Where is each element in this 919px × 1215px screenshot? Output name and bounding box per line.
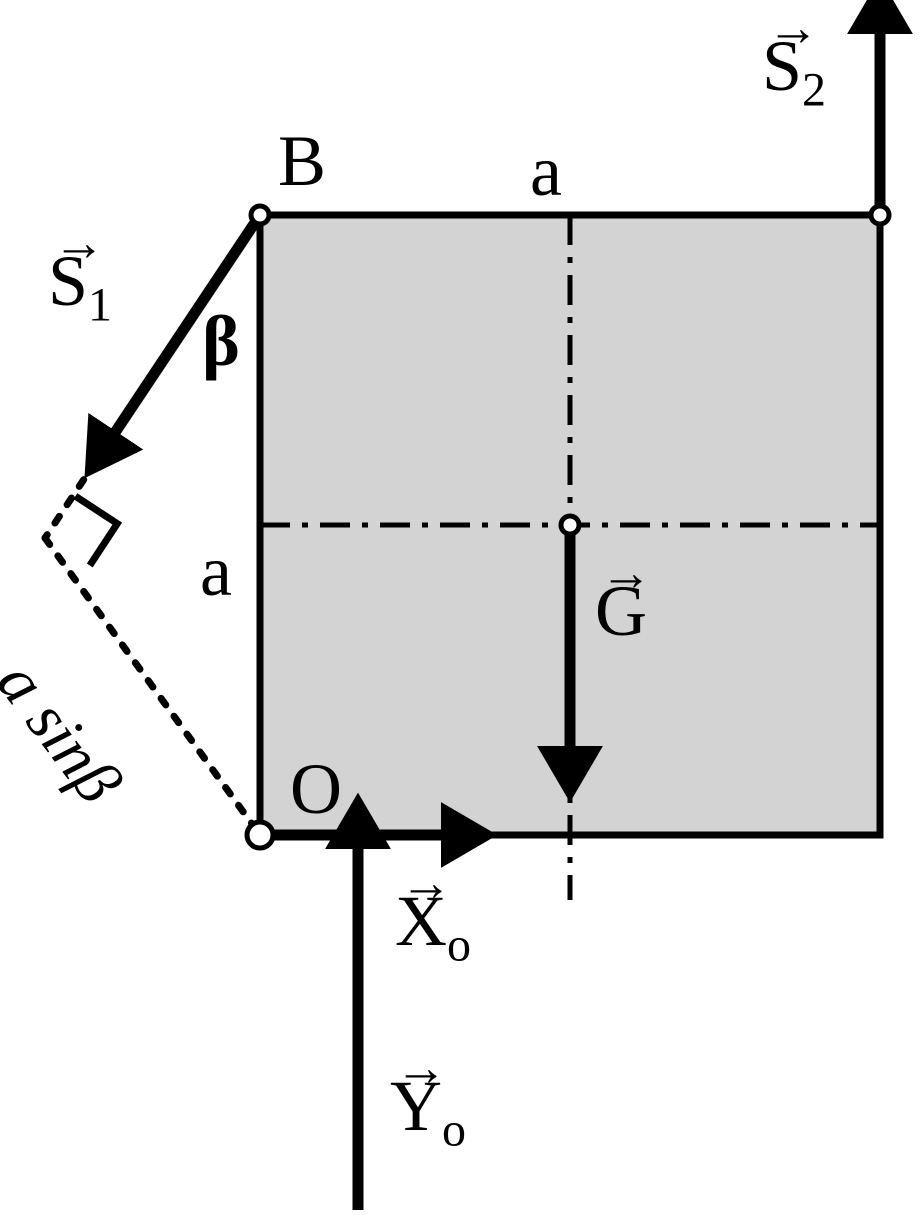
label-G: → G [595,570,647,653]
label-a-top: a [530,130,562,213]
label-Xo: → Xo [395,880,471,972]
label-S2: → S2 [762,25,826,117]
label-O: O [290,748,342,831]
label-beta: β [202,300,240,383]
label-B: B [278,120,326,203]
label-Yo: → Yo [390,1065,466,1157]
label-a-left: a [200,530,232,613]
free-body-diagram [0,0,919,1215]
label-S1: → S1 [48,240,112,332]
